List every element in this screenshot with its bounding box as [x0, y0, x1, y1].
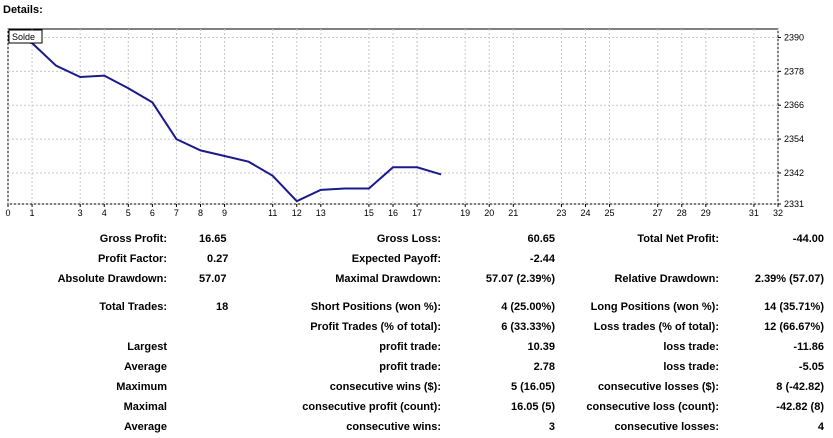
- largest-label: Largest: [127, 341, 167, 353]
- x-tick-label: 3: [78, 208, 83, 218]
- max-consec-wins-value: 5 (16.05): [510, 381, 555, 393]
- gross-profit-label: Gross Profit:: [99, 233, 167, 245]
- largest-loss-label: loss trade:: [663, 341, 719, 353]
- loss-trades-value: 12 (66.67%): [764, 321, 824, 333]
- absolute-drawdown-value: 57.07: [199, 273, 227, 285]
- y-tick-label: 2378: [784, 66, 804, 76]
- balance-chart: 0 1 3 4 5 6 7 8 9 11 12 13 15 16 17 19 20 21 23 24 25 27 28 29 3…: [5, 28, 804, 218]
- maximal-drawdown-value: 57.07 (2.39%): [485, 273, 555, 285]
- maximal-drawdown-label: Maximal Drawdown:: [335, 273, 441, 285]
- x-tick-label: 6: [150, 208, 155, 218]
- maximal-consec-profit-label: consecutive profit (count):: [302, 401, 441, 413]
- profit-factor-value: 0.27: [207, 253, 229, 265]
- avg-consec-wins-label: consecutive wins:: [346, 421, 441, 433]
- expected-payoff-label: Expected Payoff:: [351, 253, 441, 265]
- x-tick-label: 32: [773, 208, 783, 218]
- x-tick-label: 1: [30, 208, 35, 218]
- x-tick-label: 25: [605, 208, 615, 218]
- average-consec-label: Average: [123, 421, 167, 433]
- y-axis-ticks: 2390 2378 2366 2354 2342 2331: [778, 32, 804, 209]
- maximal-consec-profit-value: 16.05 (5): [510, 401, 555, 413]
- average-label: Average: [123, 361, 167, 373]
- stats-table: Gross Profit: 16.65 Gross Loss: 60.65 To…: [0, 228, 833, 438]
- x-axis-ticks: 0 1 3 4 5 6 7 8 9 11 12 13 15 16 17 19 20 21 23 24 25 27 28 29 3…: [5, 204, 783, 218]
- maximal-consec-loss-value: -42.82 (8): [776, 401, 824, 413]
- avg-consec-losses-value: 4: [817, 421, 824, 433]
- largest-profit-label: profit trade:: [379, 341, 441, 353]
- maximum-label: Maximum: [116, 381, 167, 393]
- x-tick-label: 28: [677, 208, 687, 218]
- x-tick-label: 7: [174, 208, 179, 218]
- legend-label: Solde: [12, 32, 35, 42]
- x-tick-label: 15: [364, 208, 374, 218]
- x-tick-label: 5: [126, 208, 131, 218]
- largest-profit-value: 10.39: [527, 341, 555, 353]
- x-tick-label: 4: [102, 208, 107, 218]
- profit-trades-label: Profit Trades (% of total):: [310, 321, 441, 333]
- avg-consec-losses-label: consecutive losses:: [614, 421, 719, 433]
- loss-trades-label: Loss trades (% of total):: [593, 321, 719, 333]
- x-tick-label: 21: [508, 208, 518, 218]
- total-net-profit-label: Total Net Profit:: [637, 233, 719, 245]
- average-loss-label: loss trade:: [663, 361, 719, 373]
- expected-payoff-value: -2.44: [529, 253, 555, 265]
- x-tick-label: 31: [749, 208, 759, 218]
- x-tick-label: 19: [460, 208, 470, 218]
- x-tick-label: 24: [580, 208, 590, 218]
- y-tick-label: 2342: [784, 168, 804, 178]
- x-tick-label: 9: [222, 208, 227, 218]
- total-trades-value: 18: [216, 301, 229, 313]
- y-tick-label: 2366: [784, 100, 804, 110]
- x-tick-label: 13: [316, 208, 326, 218]
- x-tick-label: 11: [268, 208, 277, 218]
- profit-factor-label: Profit Factor:: [97, 253, 167, 265]
- max-consec-wins-label: consecutive wins ($):: [329, 381, 441, 393]
- average-loss-value: -5.05: [798, 361, 824, 373]
- x-tick-label: 20: [484, 208, 494, 218]
- gross-profit-value: 16.65: [199, 233, 227, 245]
- short-positions-label: Short Positions (won %):: [310, 301, 441, 313]
- legend-box: [8, 29, 43, 44]
- balance-line: [7, 36, 442, 203]
- long-positions-label: Long Positions (won %):: [590, 301, 719, 313]
- maximal-label: Maximal: [123, 401, 167, 413]
- maximal-consec-loss-label: consecutive loss (count):: [586, 401, 719, 413]
- total-net-profit-value: -44.00: [792, 233, 824, 245]
- gross-loss-value: 60.65: [527, 233, 555, 245]
- max-consec-losses-value: 8 (-42.82): [776, 381, 824, 393]
- details-title: Details:: [3, 4, 43, 16]
- max-consec-losses-label: consecutive losses ($):: [597, 381, 719, 393]
- gross-loss-label: Gross Loss:: [376, 233, 441, 245]
- largest-loss-value: -11.86: [793, 341, 824, 353]
- x-tick-label: 27: [653, 208, 663, 218]
- average-profit-value: 2.78: [533, 361, 555, 373]
- x-tick-label: 23: [556, 208, 566, 218]
- x-tick-label: 8: [198, 208, 203, 218]
- x-tick-label: 17: [412, 208, 422, 218]
- short-positions-value: 4 (25.00%): [501, 301, 555, 313]
- profit-trades-value: 6 (33.33%): [501, 321, 555, 333]
- absolute-drawdown-label: Absolute Drawdown:: [57, 273, 167, 285]
- relative-drawdown-label: Relative Drawdown:: [614, 273, 719, 285]
- y-tick-label: 2354: [784, 134, 804, 144]
- y-tick-label: 2390: [784, 32, 804, 42]
- x-tick-label: 16: [388, 208, 398, 218]
- total-trades-label: Total Trades:: [99, 301, 167, 313]
- average-profit-label: profit trade:: [379, 361, 441, 373]
- long-positions-value: 14 (35.71%): [764, 301, 824, 313]
- x-tick-label: 29: [701, 208, 711, 218]
- avg-consec-wins-value: 3: [548, 421, 555, 433]
- relative-drawdown-value: 2.39% (57.07): [754, 273, 824, 285]
- x-tick-label: 12: [292, 208, 302, 218]
- y-tick-label: 2331: [784, 199, 804, 209]
- x-tick-label: 0: [5, 208, 10, 218]
